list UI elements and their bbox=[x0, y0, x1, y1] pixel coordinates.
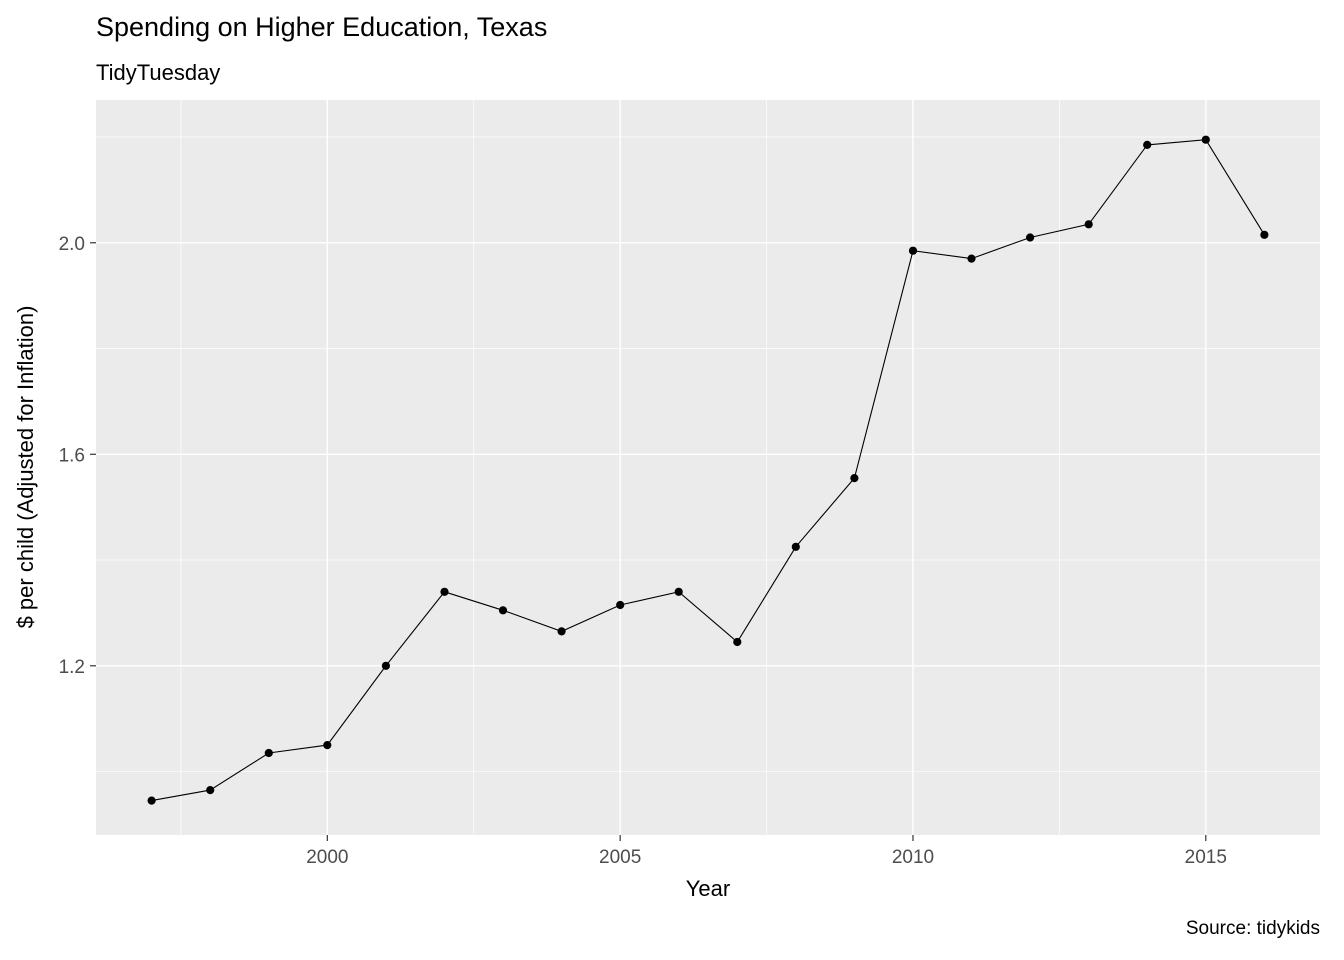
data-point bbox=[967, 254, 976, 263]
chart-title: Spending on Higher Education, Texas bbox=[96, 12, 548, 42]
data-point bbox=[381, 661, 390, 670]
x-tick-label: 2005 bbox=[599, 847, 641, 868]
data-point bbox=[1026, 233, 1035, 242]
data-point bbox=[323, 741, 332, 750]
x-axis-title: Year bbox=[685, 876, 731, 901]
y-tick-label: 1.2 bbox=[59, 657, 85, 678]
data-point bbox=[674, 587, 683, 596]
data-point bbox=[850, 474, 859, 483]
data-point bbox=[557, 627, 566, 636]
x-tick-label: 2010 bbox=[892, 847, 934, 868]
y-axis-title: $ per child (Adjusted for Inflation) bbox=[13, 305, 38, 629]
data-point bbox=[908, 246, 918, 255]
caption: Source: tidykids bbox=[1185, 918, 1320, 939]
data-point bbox=[1143, 140, 1152, 149]
panel-background bbox=[96, 100, 1320, 835]
data-line bbox=[151, 139, 1265, 802]
data-point bbox=[440, 587, 449, 596]
data-point bbox=[264, 748, 273, 758]
y-tick-label: 1.6 bbox=[59, 445, 85, 466]
x-tick-label: 2000 bbox=[306, 847, 348, 868]
data-point bbox=[1084, 220, 1093, 229]
chart-subtitle: TidyTuesday bbox=[96, 60, 221, 85]
data-point bbox=[206, 786, 215, 795]
data-point bbox=[616, 600, 625, 610]
data-point bbox=[1201, 135, 1210, 144]
y-tick-label: 2.0 bbox=[59, 234, 85, 255]
data-point bbox=[791, 542, 800, 551]
data-point bbox=[498, 606, 508, 615]
data-point bbox=[1260, 230, 1269, 239]
x-tick-label: 2015 bbox=[1185, 847, 1227, 868]
data-point bbox=[733, 637, 742, 647]
data-point bbox=[147, 796, 156, 805]
